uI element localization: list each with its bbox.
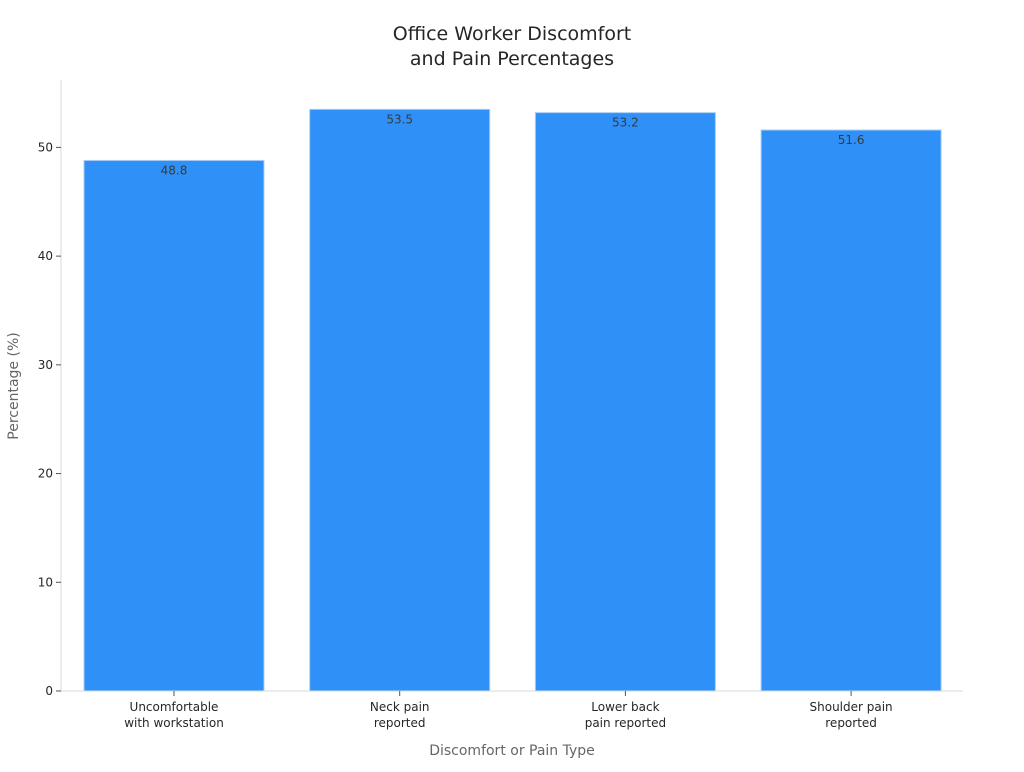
bar-value-label: 53.5 xyxy=(386,112,413,126)
y-tick-label: 20 xyxy=(38,467,53,481)
x-tick-label: with workstation xyxy=(124,716,224,730)
axes-layer: 0 10 20 30 40 50 Uncomfortable with workstation… xyxy=(38,80,963,730)
x-tick-label: Lower back xyxy=(591,700,659,714)
bar xyxy=(309,108,491,692)
y-axis-title: Percentage (%) xyxy=(6,332,22,439)
x-tick-label: reported xyxy=(825,716,877,730)
y-tick-label: 10 xyxy=(38,575,53,589)
bar-value-label: 48.8 xyxy=(161,163,188,177)
chart-title-line-2: and Pain Percentages xyxy=(410,48,614,70)
x-tick-label: pain reported xyxy=(585,716,666,730)
chart-title-line-1: Office Worker Discomfort xyxy=(393,23,631,45)
y-tick-label: 40 xyxy=(38,249,53,263)
x-tick-label: Uncomfortable xyxy=(130,700,219,714)
bar xyxy=(760,129,942,692)
bar xyxy=(534,112,716,692)
y-tick-label: 30 xyxy=(38,358,53,372)
x-tick-label: Shoulder pain xyxy=(810,700,893,714)
x-axis-title: Discomfort or Pain Type xyxy=(429,743,595,759)
bars-layer: 48.8 53.5 53.2 51.6 xyxy=(83,108,942,692)
bar-value-label: 51.6 xyxy=(838,133,865,147)
bar-value-label: 53.2 xyxy=(612,116,639,130)
bar xyxy=(83,159,265,692)
y-tick-label: 50 xyxy=(38,140,53,154)
y-tick-label: 0 xyxy=(45,684,53,698)
x-tick-label: reported xyxy=(374,716,426,730)
x-tick-label: Neck pain xyxy=(370,700,430,714)
